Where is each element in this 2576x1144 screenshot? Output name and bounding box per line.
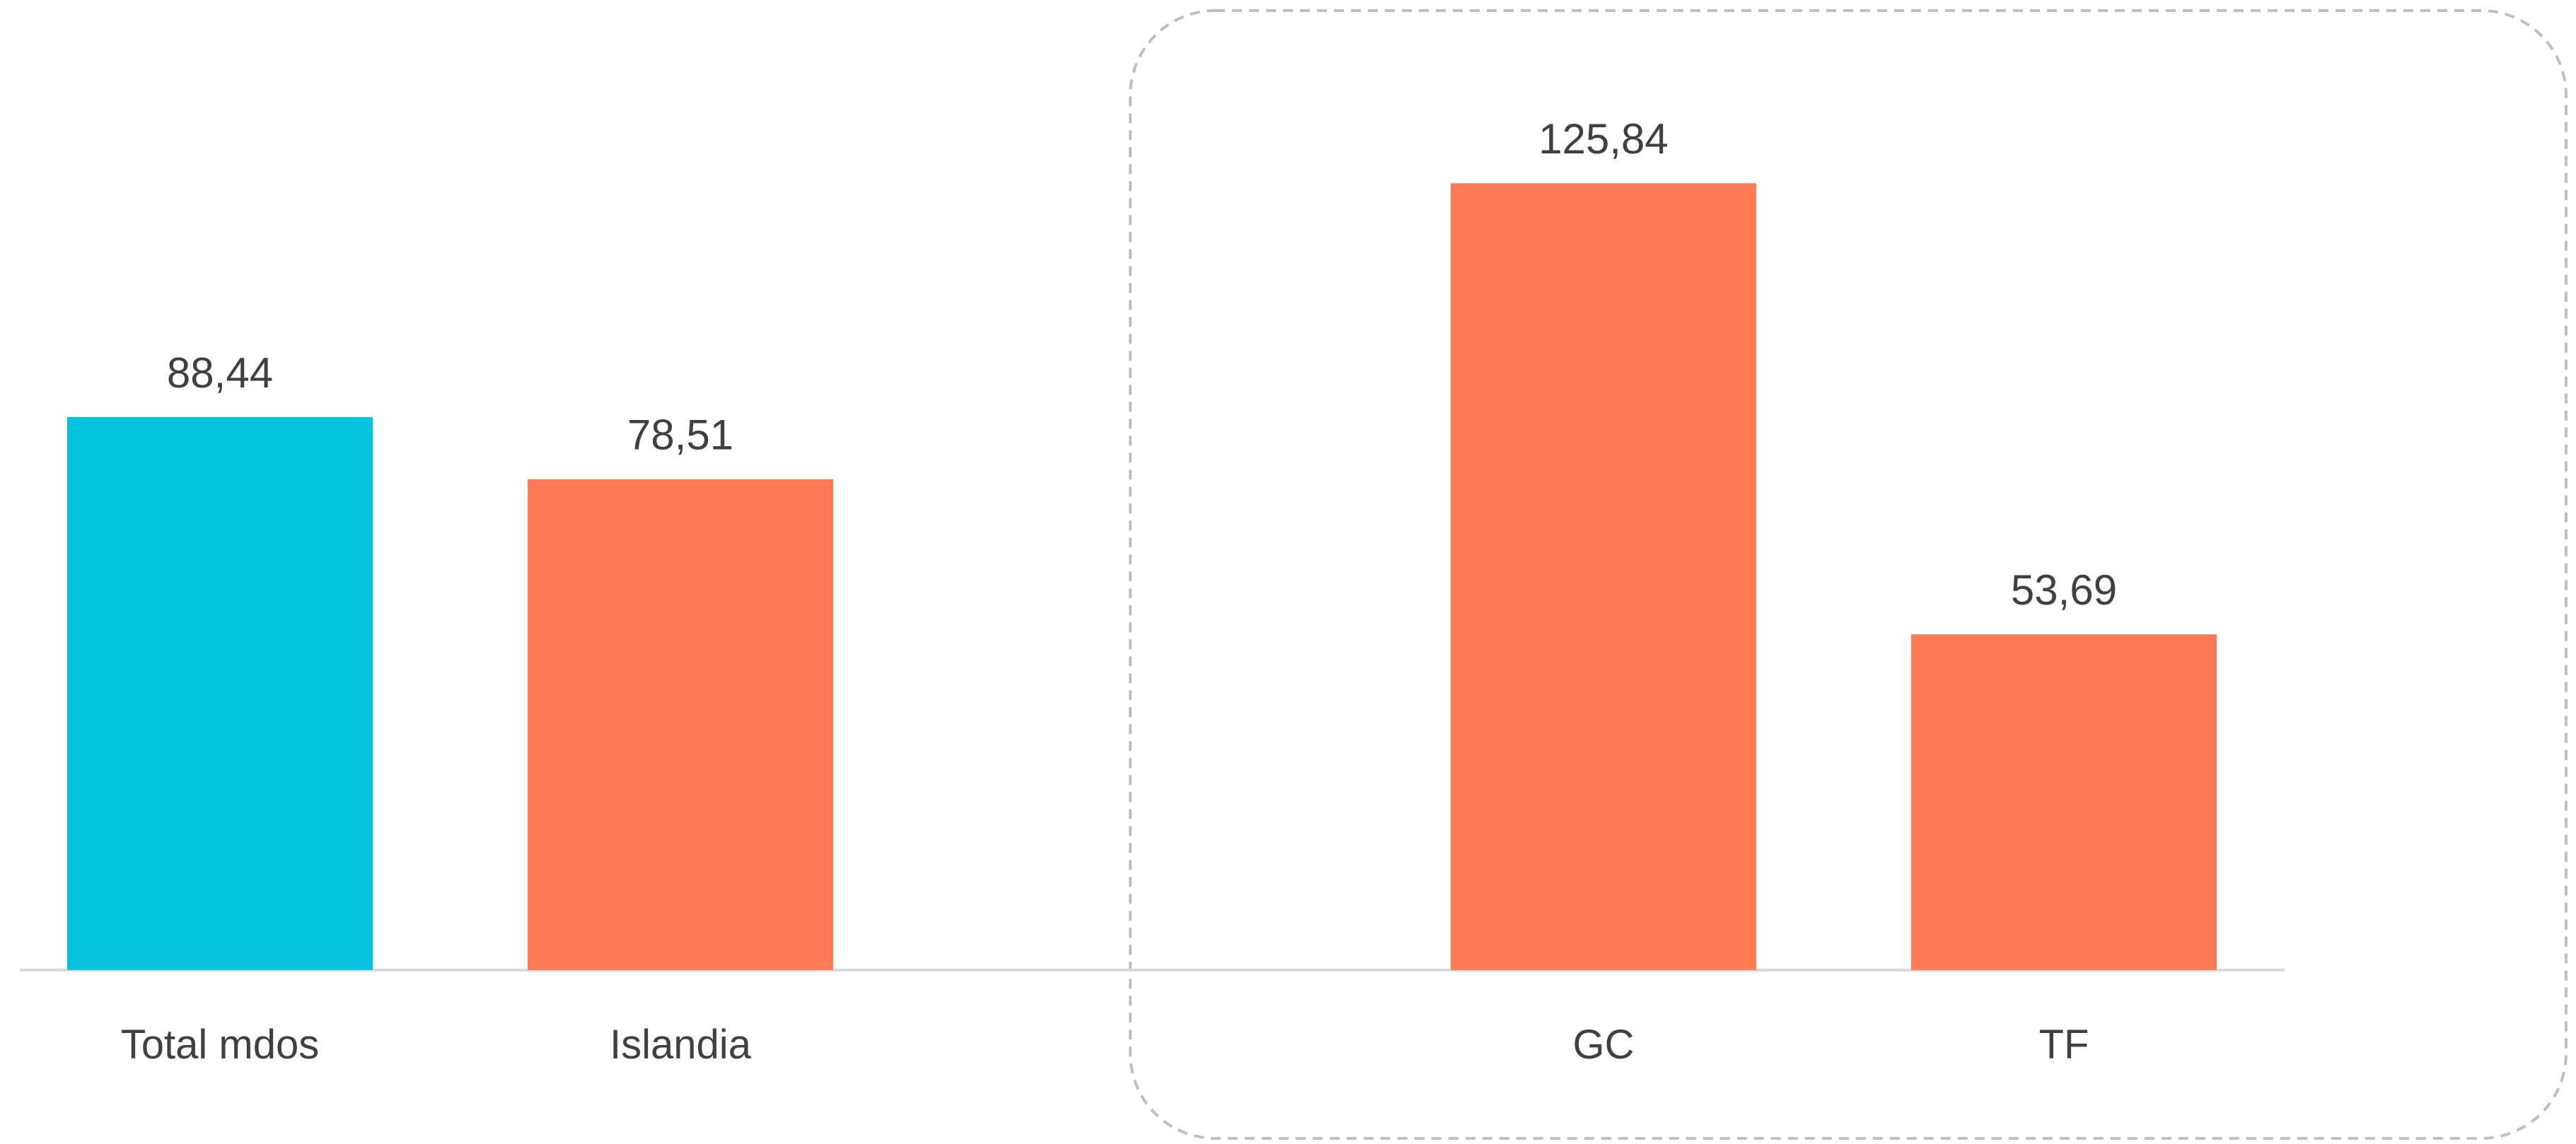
bar-islandia	[528, 479, 833, 970]
data-label: 88,44	[167, 349, 273, 397]
category-label: Total mdos	[121, 1022, 319, 1068]
bars-group	[67, 183, 2217, 970]
bar-tf	[1911, 634, 2217, 970]
data-label: 125,84	[1538, 115, 1669, 163]
category-label: Islandia	[610, 1022, 752, 1068]
data-label: 53,69	[2011, 566, 2117, 614]
bar-gc	[1451, 183, 1756, 970]
highlight-group-box	[1129, 9, 2568, 1140]
category-label: TF	[2039, 1022, 2089, 1068]
bar-total-mdos	[67, 416, 373, 970]
data-labels-group: 88,44 78,51 125,84 53,69	[167, 115, 2117, 614]
category-labels-group: Total mdos Islandia GC TF	[121, 1022, 2089, 1068]
category-label: GC	[1573, 1022, 1635, 1068]
data-label: 78,51	[627, 412, 733, 459]
